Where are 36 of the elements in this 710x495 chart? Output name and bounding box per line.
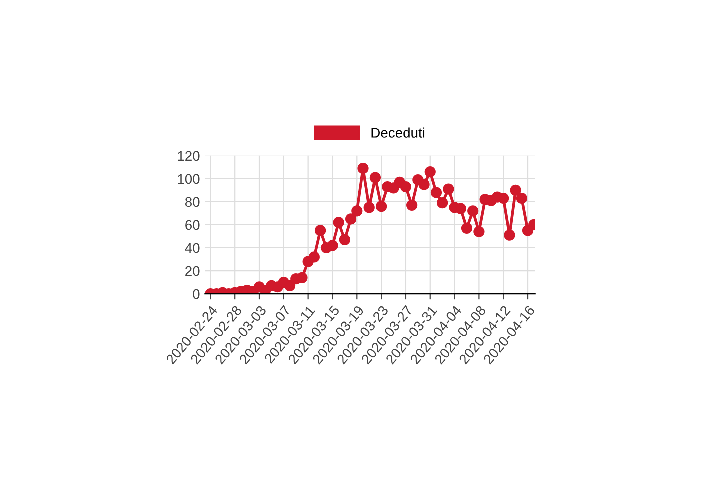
point [474, 226, 485, 238]
point [461, 222, 473, 234]
y-tick-label: 60 [186, 220, 200, 230]
point [333, 217, 344, 228]
point [308, 252, 320, 263]
point [437, 198, 448, 209]
point [498, 192, 510, 204]
point [327, 240, 338, 252]
point [504, 230, 516, 241]
y-tick-label: 20 [186, 266, 200, 276]
point [516, 192, 528, 204]
point [430, 187, 442, 198]
point [284, 280, 296, 292]
point [339, 234, 350, 246]
point [418, 179, 430, 190]
point [443, 184, 454, 195]
point [352, 206, 363, 217]
y-tick-label: 100 [178, 174, 200, 184]
y-tick-label: 0 [193, 289, 200, 300]
point [468, 206, 479, 217]
point [510, 184, 522, 196]
legend-label: Deceduti [372, 128, 425, 138]
y-tick-label: 80 [185, 197, 200, 208]
point [314, 225, 326, 236]
point [406, 200, 418, 211]
point [296, 272, 308, 284]
point [345, 214, 357, 225]
point [376, 201, 388, 212]
point [370, 172, 382, 184]
point [400, 181, 412, 193]
point [424, 166, 436, 178]
point [364, 202, 375, 214]
y-tick-label: 120 [178, 151, 200, 162]
y-tick-label: 40 [185, 243, 200, 254]
point [358, 163, 369, 174]
point [455, 203, 466, 214]
